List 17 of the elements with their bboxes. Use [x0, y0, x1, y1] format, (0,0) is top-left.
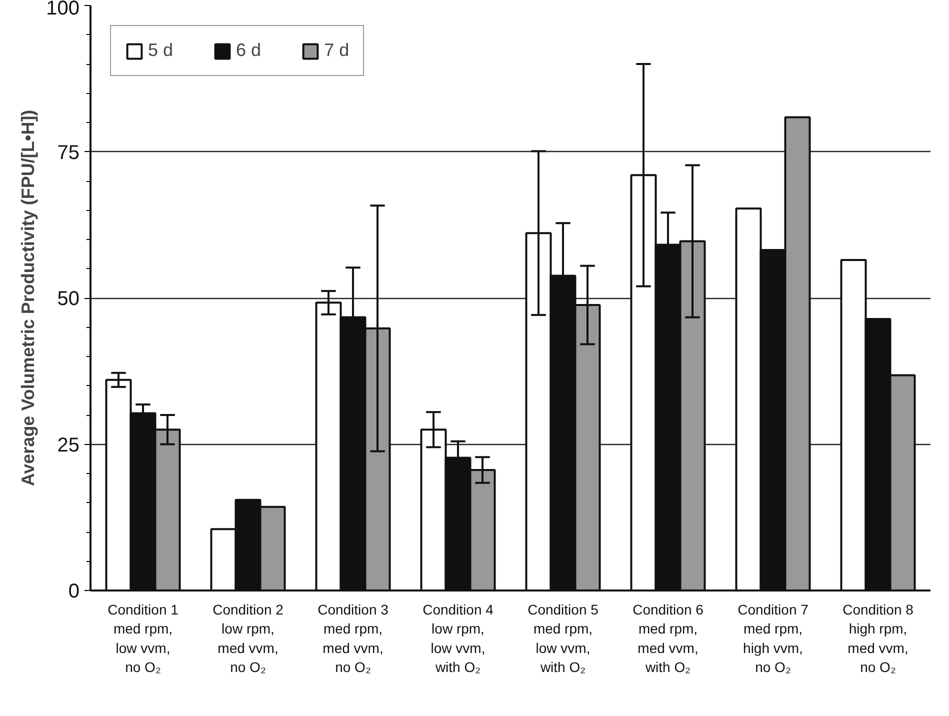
y-tick-label: 0: [68, 580, 80, 602]
x-tick-label: Condition 1 med rpm, low vvm, no O₂: [108, 602, 179, 676]
x-tick-label: Condition 2 low rpm, med vvm, no O₂: [212, 602, 284, 676]
y-tick-label: 25: [57, 434, 80, 456]
y-axis-title: Average Volumetric Productivity (FPU/[L•H]): [18, 110, 38, 486]
legend-label: 6 d: [236, 40, 262, 61]
y-tick-label: 50: [57, 288, 80, 310]
x-tick-label: Condition 6 med rpm, med vvm, with O₂: [632, 602, 704, 676]
x-tick-label: Condition 8 high rpm, med vvm, no O₂: [842, 602, 914, 676]
x-tick-label: Condition 5 med rpm, low vvm, with O₂: [528, 602, 599, 676]
x-tick-label: Condition 3 med rpm, med vvm, no O₂: [318, 602, 389, 676]
legend-label: 5 d: [148, 40, 174, 61]
x-tick-label: Condition 4 low rpm, low vvm, with O₂: [422, 602, 494, 676]
x-tick-label: Condition 7 med rpm, high vvm, no O₂: [738, 602, 809, 676]
legend-label: 7 d: [324, 40, 350, 61]
y-tick-label: 75: [57, 142, 80, 164]
y-tick-label: 100: [46, 0, 80, 20]
